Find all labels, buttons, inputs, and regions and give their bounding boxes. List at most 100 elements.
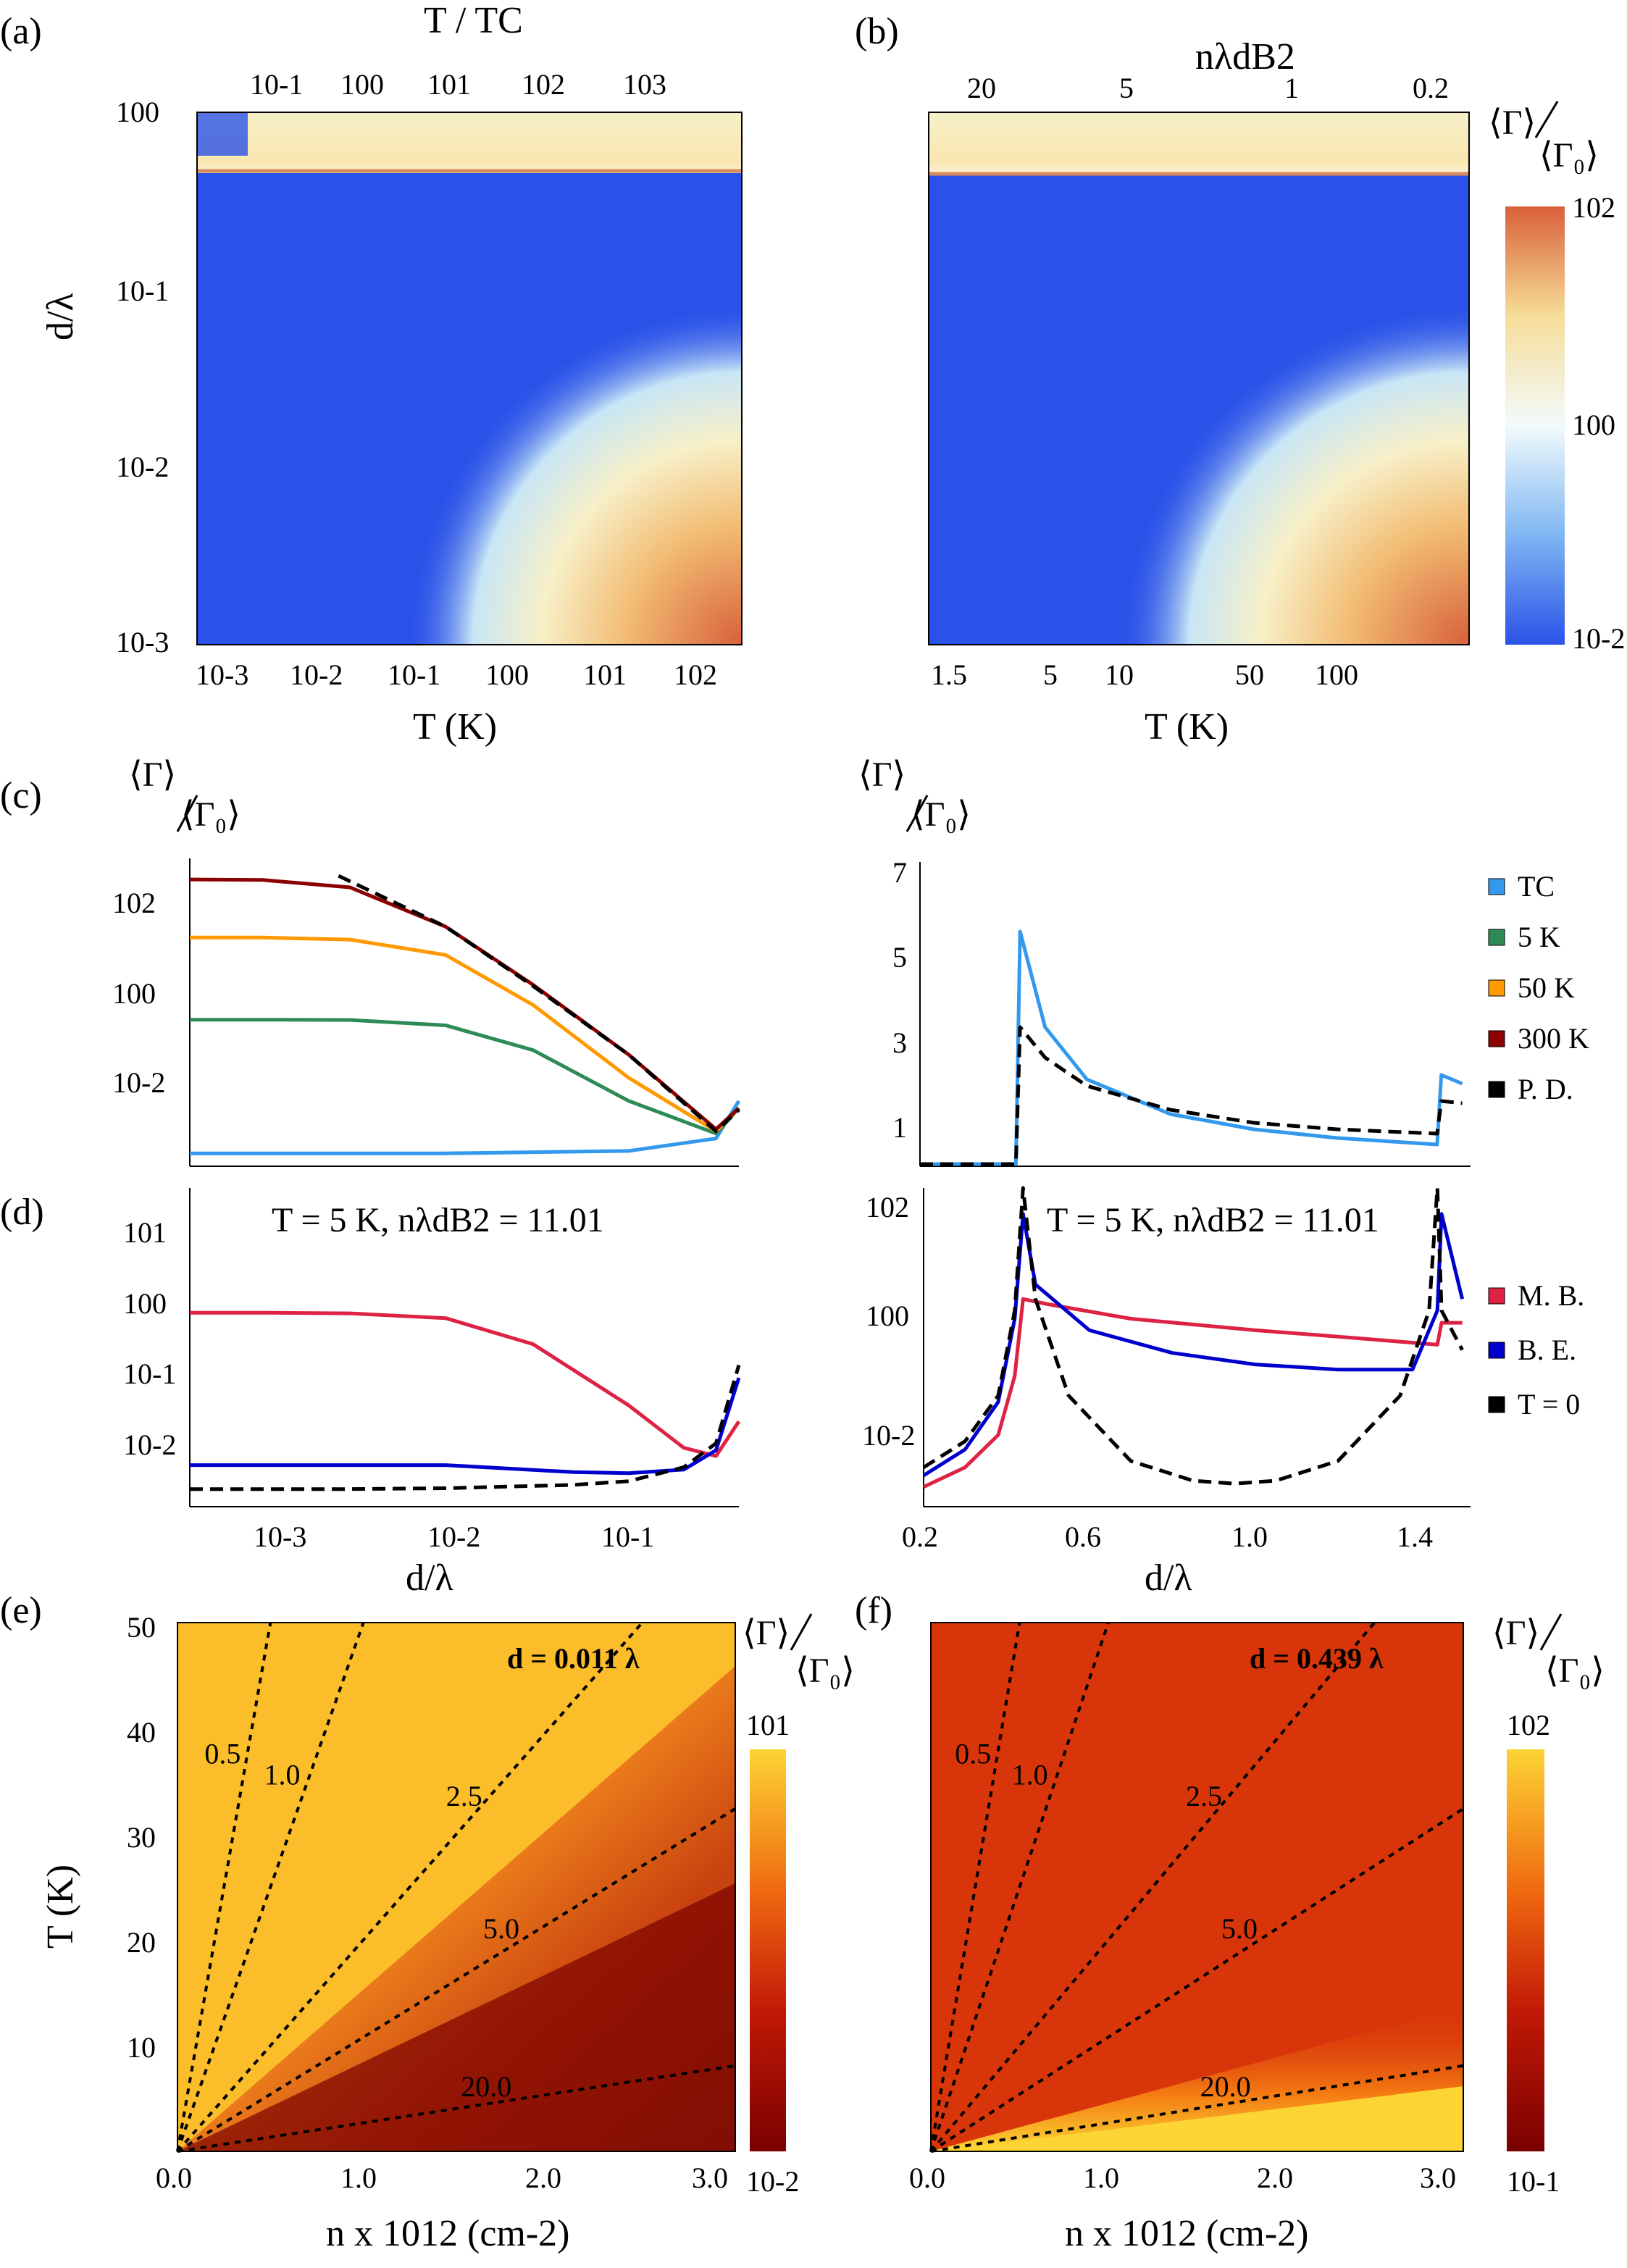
colorbar-f-label-bottom: ⟨Γ₀⟩ [1545, 1652, 1605, 1690]
colorbar-e-bar [750, 1749, 786, 2151]
plot-c-left-ylabel-slash [176, 795, 198, 832]
heatmap-f: 0.5 1.0 2.5 5.0 20.0 d = 0.439 λ 0.0 1.0 2.0… [909, 1621, 1465, 2254]
legend-c-swatch-pd [1488, 1081, 1505, 1098]
colorbar-f-tick: 102 [1507, 1709, 1550, 1741]
axes-a-xtick: 100 [485, 658, 529, 691]
panel-label-c: (c) [0, 775, 42, 816]
axes-a-top-tick: 10-1 [250, 68, 303, 101]
colorbar-f-bar [1507, 1749, 1544, 2151]
axes-a-top-tick: 103 [623, 68, 666, 101]
plot-c-left: 102 100 10-2 ⟨Γ⟩ ⟨Γ₀⟩ [112, 756, 741, 1167]
heatmap-f-xtick: 3.0 [1420, 2162, 1456, 2194]
panel-label-d: (d) [0, 1192, 44, 1233]
contour-line [929, 1622, 1021, 2152]
plot-d-right-ytick: 10-2 [862, 1419, 915, 1452]
legend-c-swatch-tc [1488, 878, 1505, 895]
contour-label: 0.5 [204, 1737, 241, 1770]
colorbar-e-tick: 101 [746, 1709, 790, 1741]
legend-c: TC 5 K 50 K 300 K P. D. [1488, 870, 1589, 1105]
axes-b-top-tick: 20 [967, 72, 996, 104]
heatmap-f-xtick: 0.0 [909, 2162, 945, 2194]
heatmap-e-ytick: 10 [127, 2031, 156, 2064]
colorbar-e-label-bottom: ⟨Γ₀⟩ [795, 1652, 855, 1690]
heatmap-e-xlabel: n x 1012 (cm-2) [326, 2213, 569, 2254]
axes-a-ytick: 10-1 [116, 275, 169, 307]
plot-d-right-xtick: 1.0 [1231, 1520, 1268, 1553]
colorbar-e-tick: 10-2 [746, 2165, 799, 2198]
heatmap-a [196, 112, 743, 645]
contour-line [929, 1807, 1465, 2153]
axes-a-top-tick: 102 [522, 68, 565, 101]
plot-c-right-ytick: 5 [892, 941, 907, 974]
plot-c-right-ylabel-bottom: ⟨Γ₀⟩ [911, 795, 971, 834]
heatmap-a-top-band [197, 112, 742, 173]
contour-label: 2.5 [446, 1780, 482, 1812]
plot-d-right-xtick: 1.4 [1397, 1520, 1433, 1553]
heatmap-f-frame [930, 1622, 1464, 2152]
heatmap-f-annotation: d = 0.439 λ [1250, 1642, 1384, 1675]
legend-c-label-pd: P. D. [1518, 1073, 1573, 1105]
legend-c-swatch-5k [1488, 929, 1505, 946]
colorbar-f-tick: 10-1 [1507, 2165, 1560, 2198]
axes-a-top-tick: 100 [340, 68, 384, 101]
series-line-50-k [190, 935, 740, 1134]
heatmap-e-xtick: 0.0 [156, 2162, 192, 2194]
legend-c-label-300k: 300 K [1518, 1022, 1589, 1055]
heatmap-e-annotation: d = 0.011 λ [507, 1642, 640, 1675]
axes-b-top-tick: 5 [1119, 72, 1134, 104]
heatmap-a-frame [196, 112, 743, 645]
contour-label: 1.0 [1012, 1759, 1048, 1791]
colorbar-e-label-slash [790, 1613, 813, 1651]
plot-d-right-ytick: 100 [866, 1300, 909, 1332]
contour-line [176, 1807, 737, 2153]
axes-b-xtick: 10 [1105, 658, 1134, 691]
axes-a-xtick: 10-1 [388, 658, 440, 691]
colorbar-f-label-slash [1539, 1613, 1563, 1651]
heatmap-e-xtick: 3.0 [692, 2162, 728, 2194]
axes-a-xtick: 102 [674, 658, 717, 691]
panel-label-b: (b) [855, 11, 899, 52]
plot-d-right-xtick: 0.6 [1065, 1520, 1101, 1553]
heatmap-e-ytick: 40 [127, 1716, 156, 1749]
legend-c-label-5k: 5 K [1518, 921, 1560, 953]
plot-c-right: 7 5 3 1 ⟨Γ⟩ ⟨Γ₀⟩ [858, 756, 1471, 1167]
series-line-m-b- [190, 1310, 741, 1458]
axes-a-ylabel: d/λ [40, 293, 81, 340]
heatmap-f-brightest-wedge [931, 2086, 1463, 2151]
heatmap-b [928, 112, 1470, 645]
axes-a-xlabel: T (K) [413, 706, 497, 748]
plot-c-left-ytick: 10-2 [112, 1066, 165, 1099]
series-line-tc [920, 929, 1463, 1166]
heatmap-f-xtick: 1.0 [1083, 2162, 1119, 2194]
panel-label-a: (a) [0, 11, 42, 52]
legend-c-swatch-50k [1488, 979, 1505, 997]
series-line-b-e- [190, 1377, 741, 1476]
colorbar-ab: 102 100 10-2 ⟨Γ⟩ ⟨Γ₀⟩ [1489, 101, 1625, 655]
colorbar-ab-tick: 102 [1572, 191, 1615, 224]
series-line-tc [190, 1100, 741, 1155]
heatmap-b-hotspot [1119, 304, 1469, 645]
plot-d-right-ytick: 102 [866, 1191, 909, 1223]
axes-a-top-tick: 101 [427, 68, 471, 101]
legend-c-swatch-300k [1488, 1030, 1505, 1047]
contour-line [176, 1622, 272, 2152]
legend-d-label-mb: M. B. [1518, 1279, 1584, 1312]
contour-line [929, 1622, 1110, 2152]
plot-d-left-xtick: 10-3 [254, 1520, 306, 1553]
heatmap-e: 0.5 1.0 2.5 5.0 20.0 d = 0.011 λ 10 20 30 40… [40, 1611, 737, 2254]
heatmap-e-frame [177, 1622, 736, 2152]
axes-b-title-top: nλdB2 [1195, 36, 1295, 78]
contour-label: 5.0 [1221, 1912, 1258, 1945]
plot-d-left: 101 100 10-1 10-2 10-3 10-2 10-1 T = 5 K… [123, 1188, 741, 1599]
axes-b-xtick: 5 [1043, 658, 1058, 691]
series-line-t-0 [922, 1186, 1464, 1486]
heatmap-b-frame [928, 112, 1470, 645]
plot-c-left-ytick: 100 [112, 977, 156, 1010]
series-line-300-k [189, 877, 740, 1131]
axes-b-xtick: 50 [1235, 658, 1264, 691]
plot-d-left-xtick: 10-2 [427, 1520, 480, 1553]
colorbar-ab-label-slash [1534, 101, 1559, 138]
contour-line [176, 1622, 365, 2152]
legend-d: M. B. B. E. T = 0 [1488, 1279, 1584, 1420]
